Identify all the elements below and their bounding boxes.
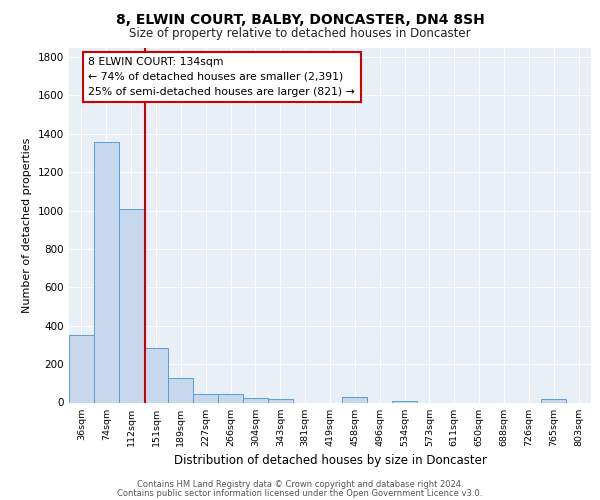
Bar (193, 394, 218, 402)
X-axis label: Distribution of detached houses by size in Doncaster: Distribution of detached houses by size … (173, 454, 487, 467)
Bar (94, 142, 119, 402)
Bar (392, 400, 417, 402)
Bar (243, 398, 268, 402)
Bar (143, 348, 169, 403)
Bar (541, 399, 566, 402)
Text: Contains public sector information licensed under the Open Government Licence v3: Contains public sector information licen… (118, 488, 482, 498)
Text: Contains HM Land Registry data © Crown copyright and database right 2024.: Contains HM Land Registry data © Crown c… (137, 480, 463, 489)
Bar (343, 397, 367, 402)
Bar (218, 394, 243, 402)
Bar (169, 378, 193, 402)
Bar (119, 208, 143, 402)
Text: 8 ELWIN COURT: 134sqm
← 74% of detached houses are smaller (2,391)
25% of semi-d: 8 ELWIN COURT: 134sqm ← 74% of detached … (88, 57, 355, 96)
Y-axis label: Number of detached properties: Number of detached properties (22, 138, 32, 312)
Text: Size of property relative to detached houses in Doncaster: Size of property relative to detached ho… (129, 28, 471, 40)
Bar (268, 399, 293, 402)
Bar (69, 336, 94, 402)
Text: 8, ELWIN COURT, BALBY, DONCASTER, DN4 8SH: 8, ELWIN COURT, BALBY, DONCASTER, DN4 8S… (116, 12, 484, 26)
